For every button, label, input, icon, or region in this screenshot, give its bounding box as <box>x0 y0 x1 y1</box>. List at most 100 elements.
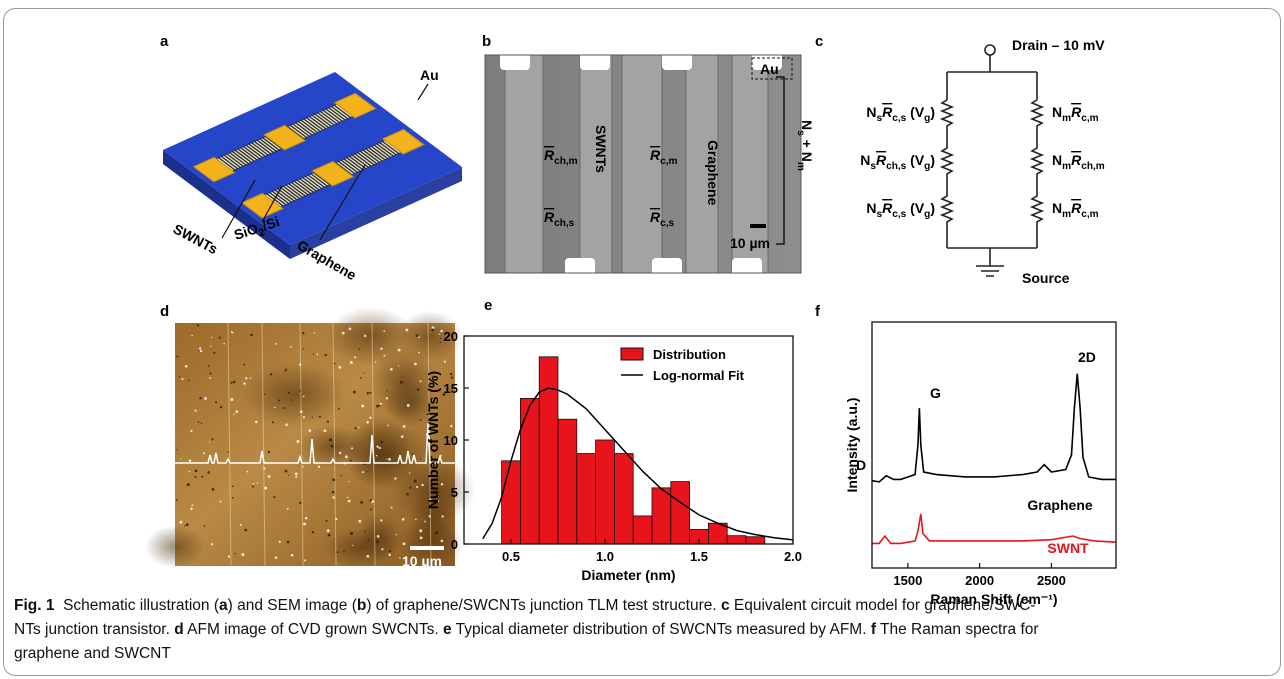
afm-dot <box>285 470 288 473</box>
text-run: Equivalent circuit model for graphene/SW… <box>730 597 1036 614</box>
legend-swatch <box>621 348 643 360</box>
afm-dot <box>407 404 410 407</box>
afm-dot <box>376 539 377 540</box>
afm-dot <box>367 539 369 541</box>
afm-dot <box>416 486 418 488</box>
afm-dot <box>287 508 289 510</box>
circuit-label: NsRc,s (Vg) <box>866 200 935 220</box>
pointer <box>418 84 428 100</box>
afm-dot <box>243 364 245 366</box>
afm-dot <box>264 487 267 490</box>
afm-dot <box>421 484 423 486</box>
text-run: ) <box>930 200 935 216</box>
afm-dot <box>299 364 301 366</box>
afm-dot <box>361 405 364 408</box>
afm-dot <box>195 469 198 472</box>
afm-shade <box>242 363 348 426</box>
afm-dot <box>354 427 356 429</box>
afm-dot <box>312 417 313 418</box>
afm-dot <box>250 377 252 379</box>
afm-dot <box>302 332 304 334</box>
text-run: ) of graphene/SWCNTs junction TLM test s… <box>366 597 721 614</box>
afm-dot <box>335 518 337 520</box>
afm-dot <box>210 373 212 375</box>
afm-dot <box>207 471 210 474</box>
series-label: SWNT <box>1047 540 1089 556</box>
text-run: N <box>866 104 876 120</box>
afm-dot <box>338 366 341 369</box>
afm-dot <box>386 397 388 399</box>
text-run: NTs junction transistor. <box>14 621 174 638</box>
afm-dot <box>303 416 305 418</box>
afm-dot <box>255 421 258 424</box>
afm-dot <box>386 390 387 391</box>
afm-dot <box>345 455 348 458</box>
x-tick-label: 0.5 <box>502 549 520 564</box>
afm-dot <box>201 476 203 478</box>
circuit-label: NsRc,s (Vg) <box>866 104 935 124</box>
afm-dot <box>325 354 327 356</box>
afm-dot <box>303 522 306 525</box>
afm-dot <box>420 419 422 421</box>
text-run: (V <box>906 104 925 120</box>
bar <box>727 536 746 544</box>
text-run: Typical diameter distribution of SWCNTs … <box>452 621 871 638</box>
afm-dot <box>327 529 330 532</box>
afm-dot <box>367 471 368 472</box>
afm-dot <box>350 460 352 462</box>
afm-dot <box>391 507 393 509</box>
afm-dot <box>268 451 270 453</box>
afm-dot <box>370 509 372 511</box>
afm-dot <box>246 471 248 473</box>
afm-dot <box>338 408 340 410</box>
afm-dot <box>348 481 349 482</box>
pad <box>662 50 692 70</box>
label-au: Au <box>420 67 439 83</box>
afm-dot <box>291 554 294 557</box>
afm-dot <box>444 361 446 363</box>
text-run: + N <box>799 136 815 162</box>
text-run: ) <box>930 104 935 120</box>
afm-dot <box>341 475 342 476</box>
afm-dot <box>180 458 181 459</box>
afm-dot <box>299 390 300 391</box>
afm-dot <box>295 476 297 478</box>
afm-dot <box>204 397 207 400</box>
afm-dot <box>347 497 348 498</box>
text-run: d <box>174 621 183 638</box>
afm-dot <box>275 343 277 345</box>
afm-dot <box>252 485 254 487</box>
afm-dot <box>414 363 417 366</box>
afm-dot <box>369 417 371 419</box>
pad <box>652 258 682 278</box>
afm-dot <box>186 523 189 526</box>
peak-label: 2D <box>1078 349 1096 365</box>
text-run: N <box>866 200 876 216</box>
afm-dot <box>201 423 202 424</box>
afm-dot <box>376 405 379 408</box>
afm-dot <box>412 453 413 454</box>
afm-dot <box>350 361 353 364</box>
afm-dot <box>275 556 278 559</box>
afm-dot <box>302 466 303 467</box>
afm-dot <box>213 352 215 354</box>
bar <box>614 454 633 544</box>
text-run: AFM image of CVD grown SWCNTs. <box>184 621 443 638</box>
afm-dot <box>409 486 411 488</box>
afm-dot <box>303 348 304 349</box>
label-au: Au <box>760 61 779 77</box>
afm-dot <box>359 349 361 351</box>
afm-dot <box>388 554 390 556</box>
y-axis-label: Number of WNTs (%) <box>425 371 441 509</box>
circuit-label: NmRc,m <box>1052 200 1099 220</box>
bar <box>596 440 615 544</box>
afm-dot <box>272 421 274 423</box>
text-run: c,s <box>892 209 906 220</box>
wires <box>947 55 1037 276</box>
afm-dot <box>233 413 234 414</box>
afm-dot <box>383 330 385 332</box>
pad <box>732 258 762 278</box>
afm-dot <box>399 557 400 558</box>
text-run: Fig. 1 <box>14 597 55 614</box>
afm-dot <box>435 531 438 534</box>
